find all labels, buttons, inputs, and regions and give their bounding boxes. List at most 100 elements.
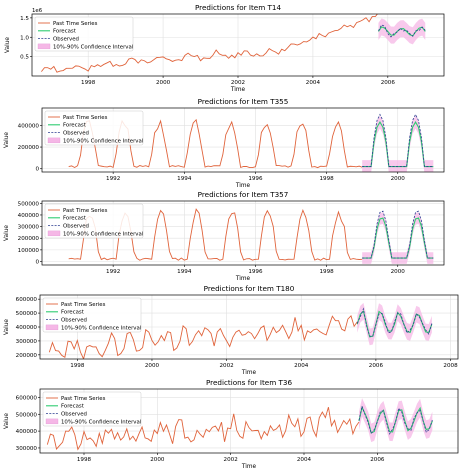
x-tick-label: 1998 (319, 269, 334, 275)
plot-area (68, 208, 434, 264)
x-tick-label: 2000 (150, 457, 165, 463)
legend-box (44, 203, 144, 239)
y-tick-label: 0 (35, 260, 39, 266)
legend: Past Time Series Forecast Observed10%-90% … (44, 203, 144, 239)
chart-panel-1: Predictions for Item T14 1998 2000 2002 2004… (5, 3, 445, 93)
y-tick-label: 0 (35, 167, 39, 173)
x-tick-label: 1992 (106, 269, 120, 275)
y-axis-label: Value (4, 132, 10, 148)
legend-box (42, 297, 142, 333)
chart-panel-3: Predictions for Item T357 1992 1994 1996 199… (4, 190, 445, 282)
legend-entry: Forecast (61, 310, 84, 316)
x-axis-label: Time (241, 370, 257, 376)
y-tick-label: 300000 (18, 225, 40, 231)
x-tick-label: 2002 (231, 80, 245, 86)
x-axis-label: Time (230, 87, 246, 93)
y-tick-label: 1.0 (20, 35, 29, 41)
chart-panel-2: Predictions for Item T355 1992 1994 1996 199… (4, 97, 445, 189)
legend-entry: Past Time Series (63, 208, 108, 214)
legend: Past Time Series Forecast Observed10%-90% … (34, 16, 133, 52)
legend-swatch-band (45, 418, 59, 425)
x-tick-label: 2008 (443, 363, 458, 369)
legend-entry: Forecast (63, 123, 86, 129)
axes-frame (41, 107, 445, 173)
y-tick-label: 300000 (16, 446, 38, 452)
chart-title: Predictions for Item T180 (204, 284, 295, 293)
y-axis-label: Value (4, 413, 10, 429)
y-scale-note: 1e6 (32, 8, 43, 14)
y-tick-label: 400000 (18, 123, 40, 129)
legend-entry: Observed (63, 224, 89, 230)
x-tick-label: 2004 (294, 363, 309, 369)
x-tick-label: 1994 (177, 269, 192, 275)
legend-entry: Observed (61, 318, 87, 324)
legend-entry: Observed (53, 37, 79, 43)
x-tick-label: 2006 (381, 80, 396, 86)
y-tick-label: 500000 (16, 412, 38, 418)
legend-entry: Forecast (61, 404, 84, 410)
y-tick-label: 500000 (18, 201, 40, 207)
series-observed (362, 113, 434, 167)
legend-entry: Observed (61, 412, 87, 418)
series-observed (356, 307, 433, 337)
y-tick-label: 600000 (16, 395, 38, 401)
x-tick-label: 2000 (391, 269, 406, 275)
chart-title: Predictions for Item T357 (198, 190, 289, 199)
x-tick-label: 1996 (248, 269, 263, 275)
chart-title: Predictions for Item T355 (198, 97, 289, 106)
x-tick-label: 2000 (145, 363, 160, 369)
y-tick-label: 400000 (18, 213, 40, 219)
legend-entry: 10%-90% Confidence Interval (53, 44, 133, 50)
axes-frame (39, 388, 459, 454)
y-tick-label: 200000 (18, 236, 40, 242)
series-past (68, 208, 363, 261)
plot-area (46, 398, 433, 451)
legend-swatch-band (47, 230, 61, 237)
x-tick-label: 1996 (248, 176, 263, 182)
x-tick-label: 2004 (306, 80, 321, 86)
legend-entry: Past Time Series (61, 396, 106, 402)
legend-entry: 10%-90% Confidence Interval (63, 231, 143, 237)
chart-panel-5: Predictions for Item T36 1998 2000 2002 2004… (4, 378, 459, 470)
legend-entry: Forecast (53, 29, 76, 35)
series-past (46, 407, 360, 451)
legend-box (44, 110, 144, 146)
chart-title: Predictions for Item T36 (206, 378, 293, 387)
x-tick-label: 2000 (156, 80, 171, 86)
y-axis-label: Value (4, 319, 10, 335)
y-tick-label: 400000 (16, 429, 38, 435)
x-tick-label: 2000 (391, 176, 406, 182)
y-tick-label: 600000 (16, 297, 38, 303)
x-tick-label: 2002 (219, 363, 233, 369)
x-tick-label: 1998 (77, 457, 92, 463)
x-tick-label: 1998 (81, 80, 96, 86)
y-tick-label: 1.5 (20, 16, 29, 22)
plot-area (48, 302, 433, 359)
legend-swatch-band (37, 43, 51, 50)
y-tick-label: 100000 (18, 248, 40, 254)
legend-entry: 10%-90% Confidence Interval (61, 325, 141, 331)
confidence-band (362, 212, 434, 264)
legend-entry: Past Time Series (53, 21, 98, 27)
series-past (48, 314, 358, 359)
x-tick-label: 1992 (106, 176, 120, 182)
chart-panel-4: Predictions for Item T180 1998 2000 2002 200… (4, 284, 459, 376)
series-observed (358, 404, 433, 435)
x-axis-label: Time (235, 183, 251, 189)
x-tick-label: 1998 (70, 363, 85, 369)
series-forecast (356, 310, 433, 338)
series-forecast (378, 26, 426, 37)
x-axis-label: Time (235, 276, 251, 282)
plot-area (41, 14, 426, 73)
series-observed (362, 210, 434, 259)
legend: Past Time Series Forecast Observed10%-90% … (44, 110, 144, 146)
x-tick-label: 1994 (177, 176, 192, 182)
x-axis-label: Time (241, 464, 257, 470)
x-tick-label: 2002 (224, 457, 238, 463)
legend-entry: Observed (63, 131, 89, 137)
y-tick-label: 200000 (16, 353, 38, 359)
y-tick-label: 500000 (16, 311, 38, 317)
chart-title: Predictions for Item T14 (195, 3, 282, 12)
y-axis-label: Value (5, 37, 11, 53)
